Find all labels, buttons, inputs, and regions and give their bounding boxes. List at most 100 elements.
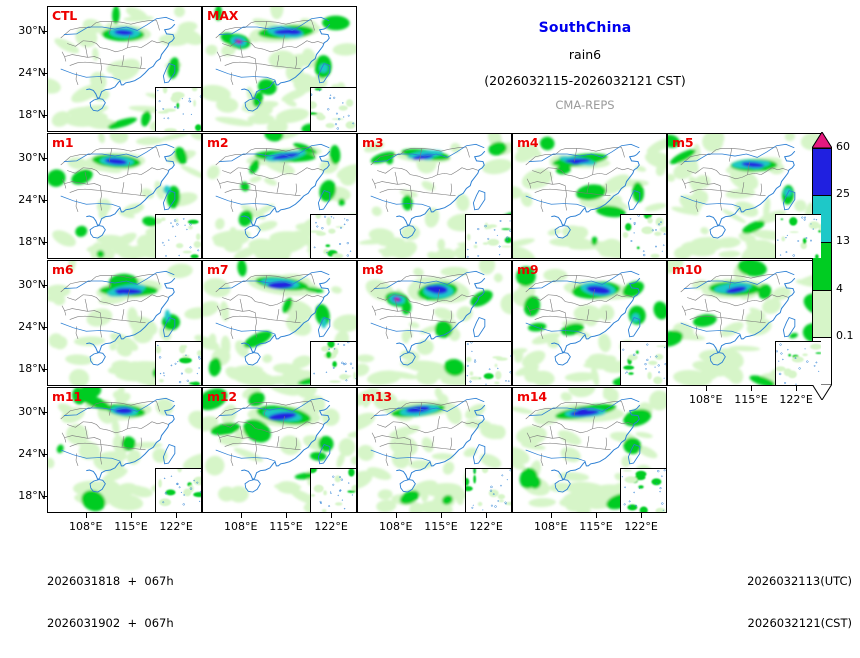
- south-china-sea-inset: [465, 341, 512, 386]
- south-china-sea-inset: [155, 468, 202, 513]
- colorbar-under-outline: [812, 384, 832, 400]
- panel-label: m2: [207, 135, 228, 150]
- y-axis-tick: [42, 285, 47, 286]
- y-axis-label: 24°N: [0, 66, 46, 79]
- colorbar-tick-label: 25: [836, 187, 850, 200]
- south-china-sea-inset: [775, 341, 822, 386]
- panel-m3[interactable]: m3: [357, 133, 512, 259]
- panel-label: CTL: [52, 8, 77, 23]
- y-axis-tick: [42, 115, 47, 116]
- x-axis-label: 108°E: [217, 520, 265, 533]
- south-china-sea-inset: [155, 341, 202, 386]
- panel-m11[interactable]: m11: [47, 387, 202, 513]
- panel-m5[interactable]: m5: [667, 133, 822, 259]
- panel-label: m7: [207, 262, 228, 277]
- x-axis-tick: [176, 513, 177, 518]
- panel-label: m8: [362, 262, 383, 277]
- colorbar-over-outline: [812, 132, 832, 148]
- panel-label: m1: [52, 135, 73, 150]
- x-axis-tick: [396, 513, 397, 518]
- x-axis-label: 115°E: [262, 520, 310, 533]
- y-axis-label: 18°N: [0, 108, 46, 121]
- panel-m14[interactable]: m14: [512, 387, 667, 513]
- variable-name: rain6: [440, 47, 730, 62]
- x-axis-label: 122°E: [462, 520, 510, 533]
- x-axis-tick: [331, 513, 332, 518]
- panel-max[interactable]: MAX: [202, 6, 357, 132]
- x-axis-tick: [551, 513, 552, 518]
- south-china-sea-inset: [465, 468, 512, 513]
- y-axis-tick: [42, 158, 47, 159]
- x-axis-label: 108°E: [372, 520, 420, 533]
- panel-label: m5: [672, 135, 693, 150]
- y-axis-tick: [42, 200, 47, 201]
- y-axis-label: 18°N: [0, 362, 46, 375]
- colorbar-tick-label: 13: [836, 234, 850, 247]
- panel-m1[interactable]: m1: [47, 133, 202, 259]
- panel-label: m3: [362, 135, 383, 150]
- x-axis-tick: [706, 386, 707, 391]
- x-axis-tick: [641, 513, 642, 518]
- south-china-sea-inset: [620, 341, 667, 386]
- panel-m8[interactable]: m8: [357, 260, 512, 386]
- x-axis-label: 122°E: [307, 520, 355, 533]
- south-china-sea-inset: [155, 87, 202, 132]
- y-axis-label: 18°N: [0, 489, 46, 502]
- model-name: CMA-REPS: [440, 98, 730, 112]
- south-china-sea-inset: [155, 214, 202, 259]
- south-china-sea-inset: [620, 214, 667, 259]
- figure-canvas: SouthChina rain6 (2026032115-2026032121 …: [0, 0, 860, 586]
- colorbar-separator: [812, 290, 832, 291]
- y-axis-label: 18°N: [0, 235, 46, 248]
- footer-valid-times: 2026032113(UTC) 2026032121(CST): [747, 546, 852, 658]
- south-china-sea-inset: [310, 341, 357, 386]
- panel-m7[interactable]: m7: [202, 260, 357, 386]
- panel-m9[interactable]: m9: [512, 260, 667, 386]
- y-axis-label: 30°N: [0, 151, 46, 164]
- panel-m2[interactable]: m2: [202, 133, 357, 259]
- x-axis-label: 115°E: [107, 520, 155, 533]
- x-axis-label: 108°E: [62, 520, 110, 533]
- x-axis-tick: [596, 513, 597, 518]
- x-axis-tick: [751, 386, 752, 391]
- x-axis-tick: [241, 513, 242, 518]
- panel-m12[interactable]: m12: [202, 387, 357, 513]
- y-axis-tick: [42, 369, 47, 370]
- y-axis-tick: [42, 496, 47, 497]
- x-axis-tick: [486, 513, 487, 518]
- x-axis-tick: [796, 386, 797, 391]
- valid-period: (2026032115-2026032121 CST): [440, 73, 730, 88]
- colorbar-tick-label: 0.1: [836, 329, 854, 342]
- panel-label: m12: [207, 389, 237, 404]
- x-axis-label: 115°E: [417, 520, 465, 533]
- colorbar-band: [812, 290, 832, 337]
- panel-label: MAX: [207, 8, 238, 23]
- x-axis-tick: [286, 513, 287, 518]
- x-axis-label: 122°E: [617, 520, 665, 533]
- south-china-sea-inset: [465, 214, 512, 259]
- panel-ctl[interactable]: CTL: [47, 6, 202, 132]
- south-china-sea-inset: [310, 87, 357, 132]
- panel-label: m10: [672, 262, 702, 277]
- south-china-sea-inset: [310, 468, 357, 513]
- panel-label: m6: [52, 262, 73, 277]
- y-axis-label: 30°N: [0, 405, 46, 418]
- colorbar-separator: [812, 148, 832, 149]
- colorbar-separator: [812, 337, 832, 338]
- panel-m10[interactable]: m10: [667, 260, 822, 386]
- y-axis-label: 24°N: [0, 320, 46, 333]
- x-axis-label: 115°E: [727, 393, 775, 406]
- footer-left-line2: 2026031902 + 067h: [47, 616, 174, 630]
- panel-label: m4: [517, 135, 538, 150]
- y-axis-label: 24°N: [0, 193, 46, 206]
- x-axis-label: 115°E: [572, 520, 620, 533]
- panel-m4[interactable]: m4: [512, 133, 667, 259]
- panel-m13[interactable]: m13: [357, 387, 512, 513]
- panel-m6[interactable]: m6: [47, 260, 202, 386]
- x-axis-tick: [86, 513, 87, 518]
- y-axis-tick: [42, 454, 47, 455]
- y-axis-tick: [42, 412, 47, 413]
- panel-label: m13: [362, 389, 392, 404]
- y-axis-tick: [42, 327, 47, 328]
- y-axis-tick: [42, 73, 47, 74]
